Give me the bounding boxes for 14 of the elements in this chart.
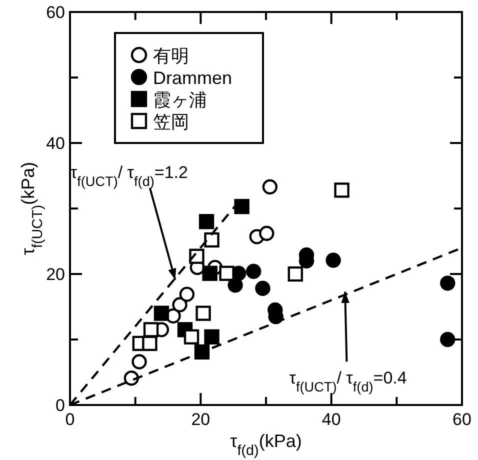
legend-label: 笠岡 [153,112,189,132]
annotation: τ$_{f(UCT)}$/ τ$_{f(d)}$=1.2 [70,162,188,188]
legend-label: 有明 [153,46,189,66]
x-tick-label: 60 [452,410,472,429]
legend-label: 霞ヶ浦 [153,90,207,110]
annotation: τ$_{f(UCT)}$/ τ$_{f(d)}$=0.4 [289,368,407,394]
y-tick-label: 60 [46,3,65,22]
x-tick-label: 40 [322,410,341,429]
x-axis-title: τ$_{f(d)}$(kPa) [230,431,302,459]
legend-label: Drammen [153,68,232,88]
y-tick-label: 0 [56,396,65,415]
x-tick-label: 20 [191,410,210,429]
y-tick-label: 40 [46,134,65,153]
y-tick-label: 20 [46,265,65,284]
